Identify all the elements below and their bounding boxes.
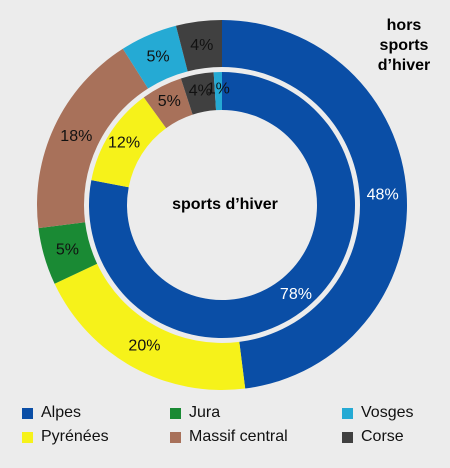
inner-slice-massif-central <box>143 78 193 129</box>
outer-label-jura: 5% <box>56 241 79 258</box>
outer-label-alpes: 48% <box>367 186 399 203</box>
legend-swatch-jura <box>170 407 181 419</box>
inner-ring-title: sports d’hiver <box>172 196 278 213</box>
legend-item-pyrenees: Pyrénées <box>22 428 109 446</box>
outer-slice-jura <box>38 222 98 284</box>
legend-swatch-vosges <box>342 407 353 419</box>
outer-label-pyrenees: 20% <box>128 338 160 355</box>
legend-label-corse: Corse <box>361 428 404 445</box>
inner-label-alpes: 78% <box>280 286 312 303</box>
outer-slice-corse <box>175 20 222 72</box>
outer-slice-massif-central <box>36 48 149 229</box>
legend-item-alpes: Alpes <box>22 404 81 422</box>
outer-ring-title: hors sports d’hiver <box>377 17 431 74</box>
legend-item-corse: Corse <box>342 428 404 446</box>
inner-label-pyrenees: 12% <box>108 134 140 151</box>
legend-swatch-pyrenees <box>22 431 33 443</box>
legend-label-massif-central: Massif central <box>189 428 288 445</box>
legend-item-massif-central: Massif central <box>170 428 288 446</box>
legend-item-vosges: Vosges <box>342 404 413 422</box>
legend-item-jura: Jura <box>170 404 220 422</box>
legend-swatch-massif-central <box>170 431 181 443</box>
inner-label-corse: 4% <box>189 83 212 100</box>
outer-slice-vosges <box>122 25 188 89</box>
inner-slice-vosges <box>213 72 222 111</box>
outer-slice-pyrenees <box>54 263 246 390</box>
legend: Alpes Jura Vosges Pyrénées Massif centra… <box>22 404 442 454</box>
legend-label-vosges: Vosges <box>361 404 414 421</box>
inner-label-massif-central: 5% <box>158 93 181 110</box>
legend-label-alpes: Alpes <box>41 404 82 421</box>
outer-label-vosges: 5% <box>146 49 169 66</box>
legend-label-jura: Jura <box>189 404 221 421</box>
legend-label-pyrenees: Pyrénées <box>41 428 109 445</box>
outer-slice-alpes <box>222 20 408 389</box>
inner-slice-corse <box>180 72 217 115</box>
outer-label-corse: 4% <box>190 37 213 54</box>
outer-label-massif-central: 18% <box>60 128 92 145</box>
inner-label-vosges: 1% <box>207 81 230 98</box>
donut-chart: 48%20%5%18%5%4%78%12%5%4%1% <box>36 20 408 390</box>
legend-swatch-corse <box>342 431 353 443</box>
legend-swatch-alpes <box>22 407 33 419</box>
inner-slice-pyrenees <box>91 97 167 188</box>
